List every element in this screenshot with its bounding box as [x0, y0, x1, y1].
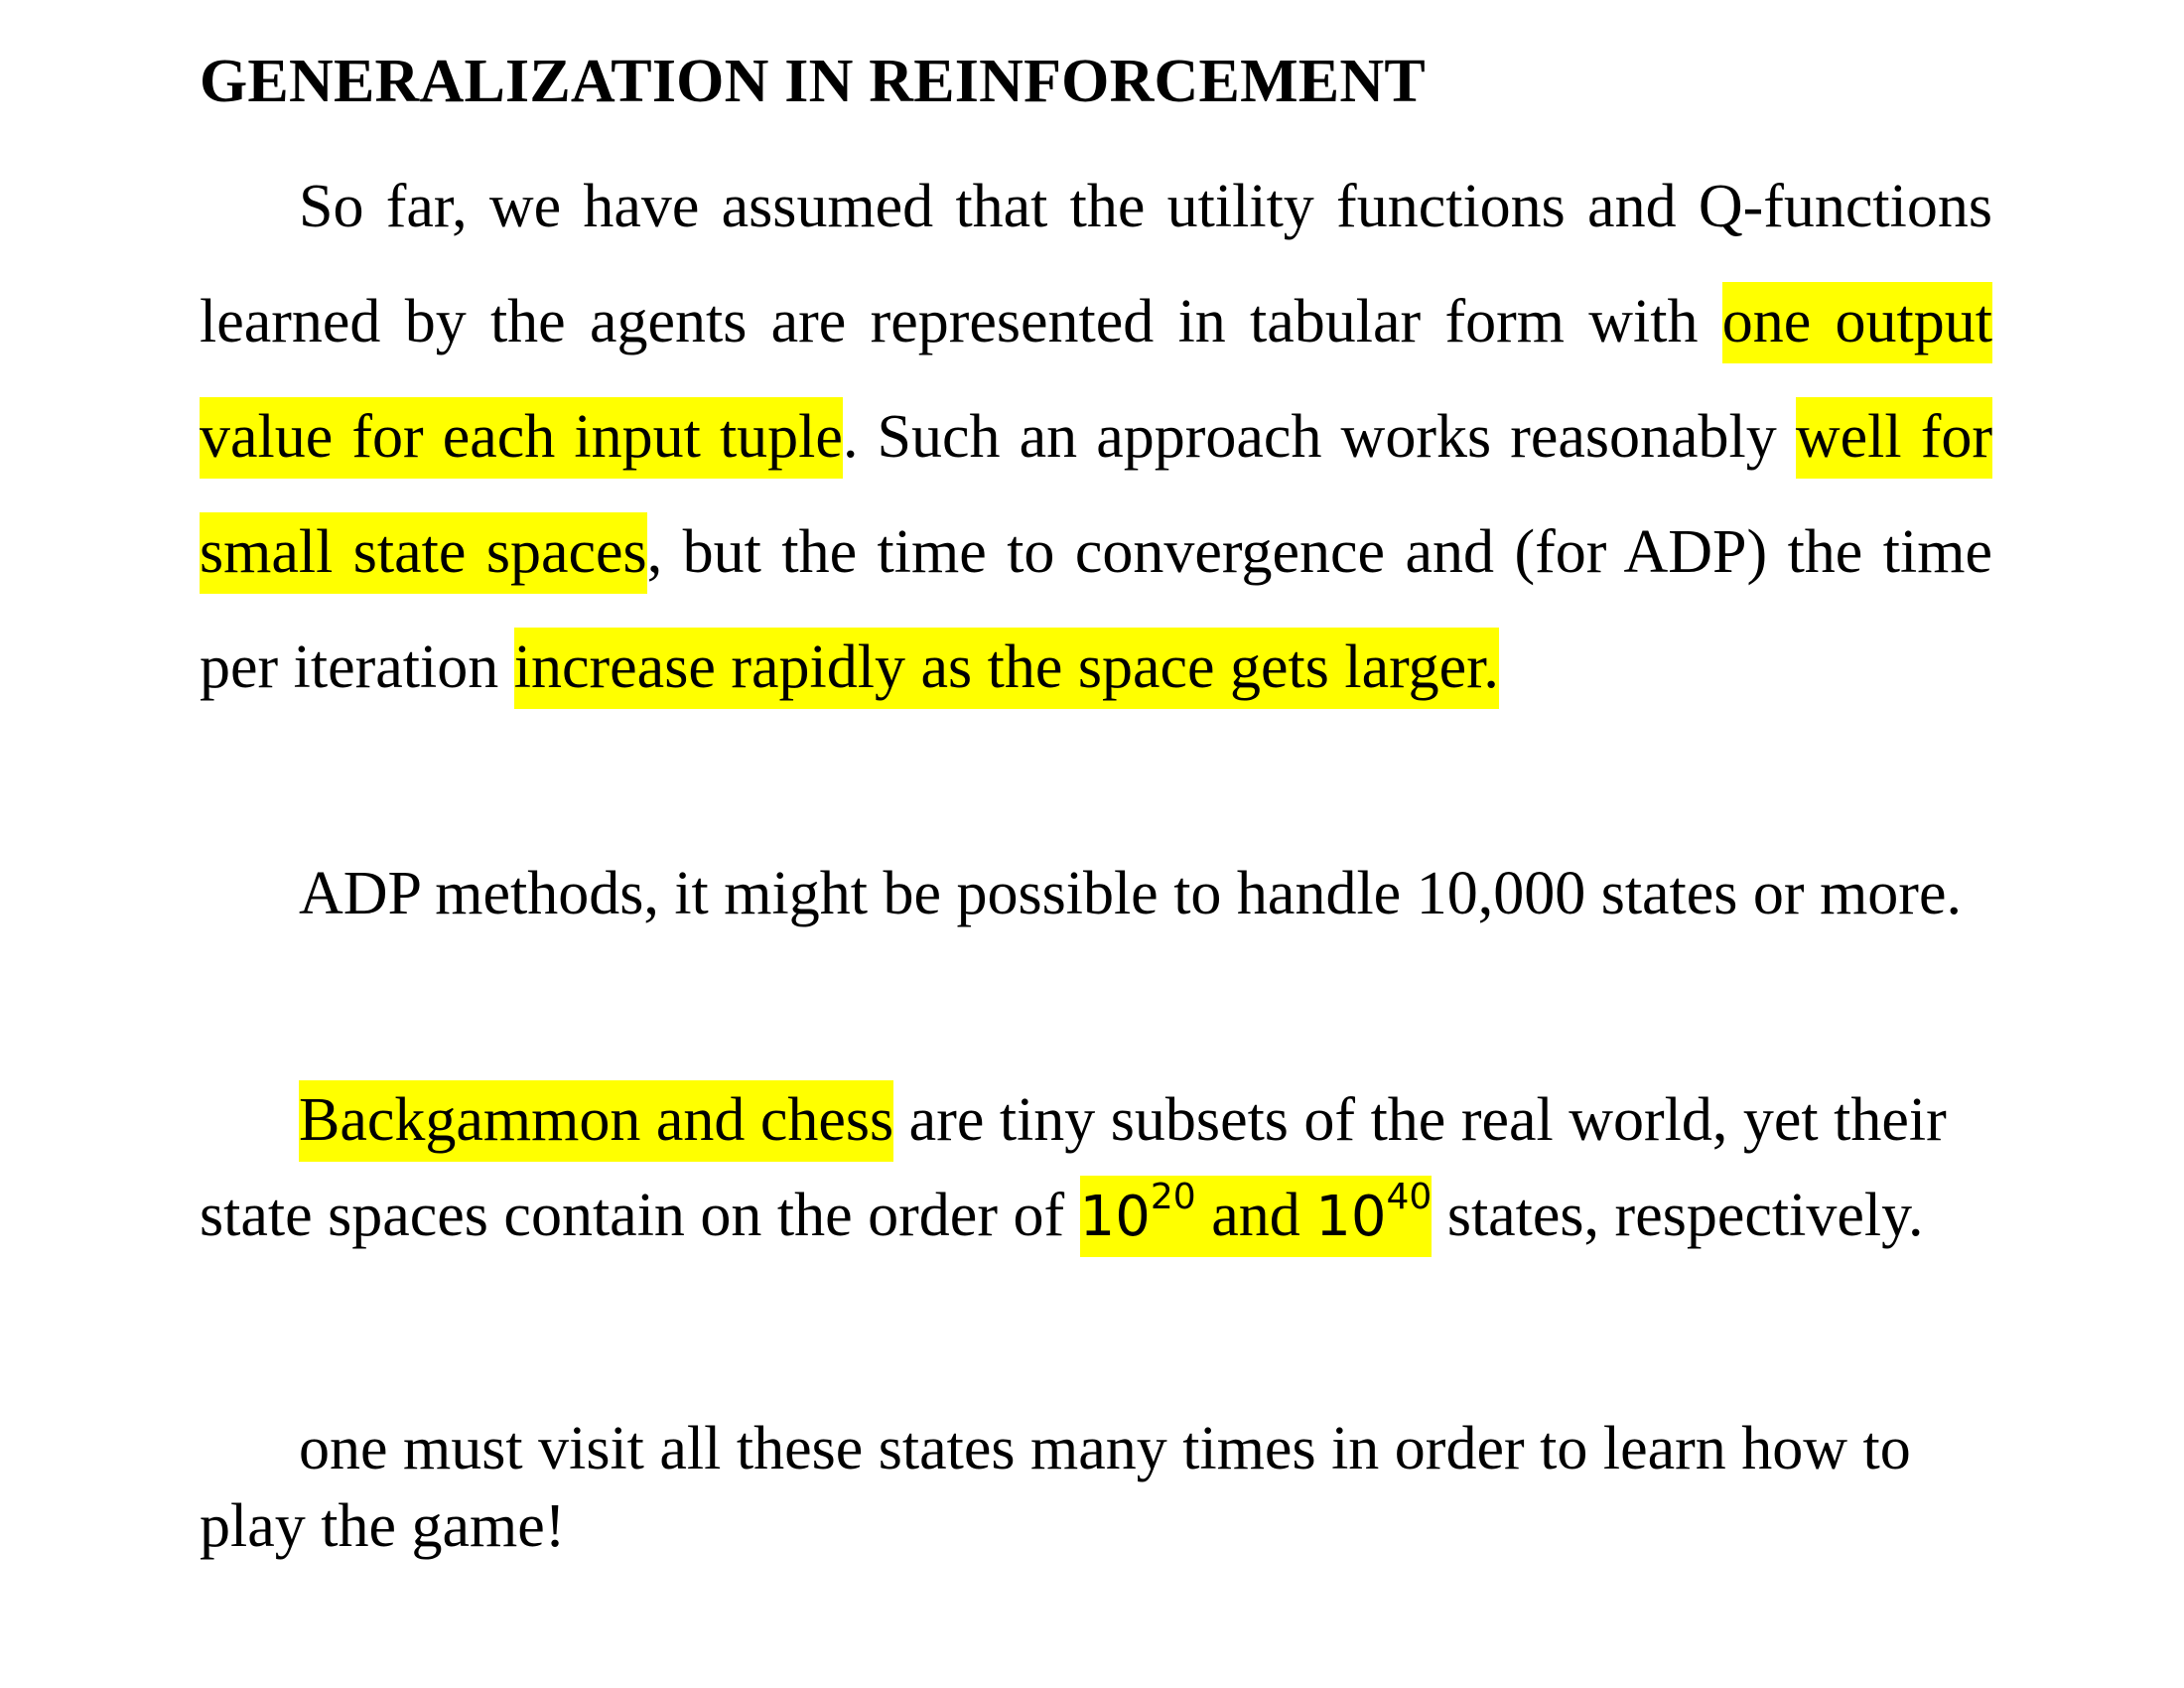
paragraph-text: are tiny subsets of the real world, yet … — [200, 1086, 1947, 1249]
exponent-base: 10 — [1079, 1185, 1151, 1249]
highlighted-text: and — [1195, 1182, 1316, 1249]
highlighted-text: increase rapidly as the space gets large… — [513, 628, 1499, 709]
exponent-value: 20 — [1150, 1177, 1196, 1217]
paragraph-text: one must visit all these states many tim… — [200, 1415, 1911, 1560]
paragraph-text: ADP methods, it might be possible to han… — [299, 860, 1962, 927]
paragraph-backgammon-chess: Backgammon and chess are tiny subsets of… — [200, 1072, 1992, 1265]
paragraph-tabular-representation: So far, we have assumed that the utility… — [200, 149, 1992, 725]
highlighted-state-counts: 1020 and 1040 — [1079, 1176, 1433, 1257]
highlighted-text: Backgammon and chess — [299, 1080, 894, 1162]
paragraph-adp-methods: ADP methods, it might be possible to han… — [200, 836, 1992, 951]
exponent-value: 40 — [1386, 1177, 1433, 1217]
paragraph-text: states, respectively. — [1432, 1182, 1924, 1249]
exponent-base: 10 — [1315, 1185, 1387, 1249]
paragraph-text: , but the time to convergence and (for A… — [200, 518, 1992, 701]
paragraph-text: . Such an approach works reasonably — [842, 403, 1796, 471]
paragraph-text: So far, we have assumed that the utility… — [200, 173, 1992, 355]
paragraph-visit-states: one must visit all these states many tim… — [200, 1410, 1992, 1565]
page-title: GENERALIZATION IN REINFORCEMENT — [200, 48, 1426, 115]
